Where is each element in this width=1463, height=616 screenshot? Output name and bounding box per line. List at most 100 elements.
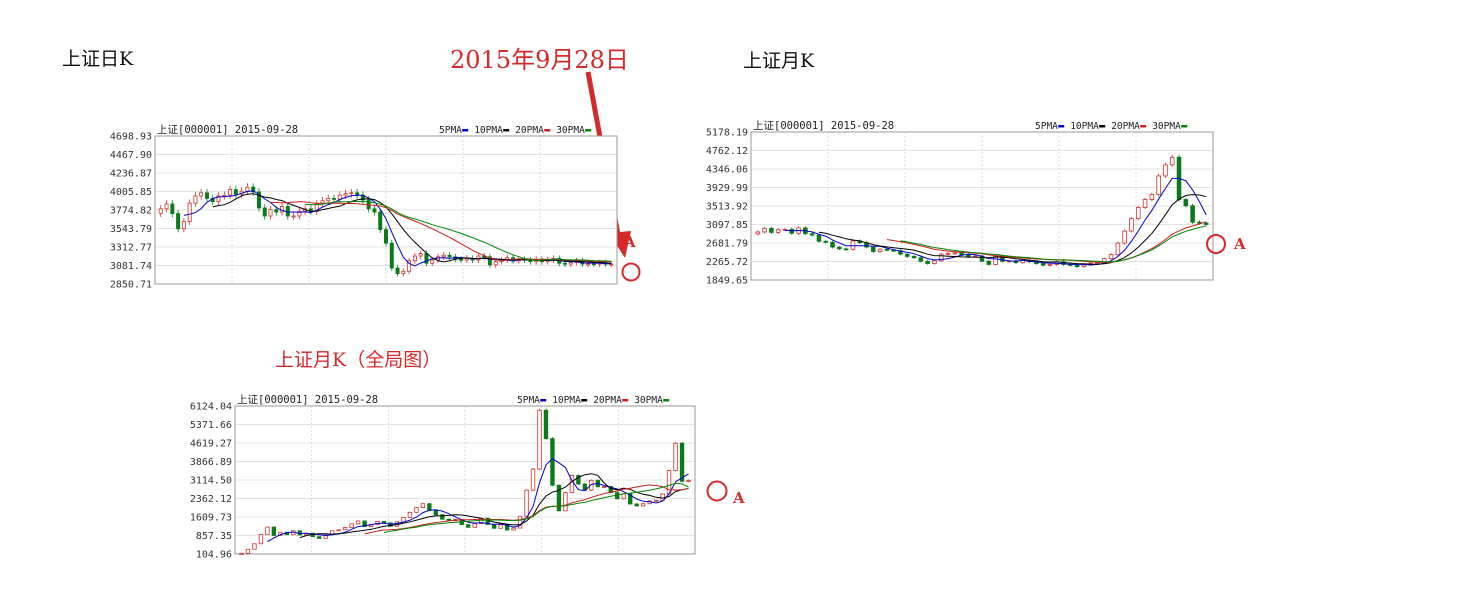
candle-body xyxy=(487,256,492,266)
candle-body xyxy=(653,499,659,502)
candle-body xyxy=(952,252,958,255)
y-tick-label: 3114.50 xyxy=(190,476,232,487)
candle-body xyxy=(589,479,594,491)
marker-a-label: A xyxy=(623,233,636,251)
candle-body xyxy=(634,503,639,507)
y-tick-label: 5178.19 xyxy=(706,128,748,139)
candle-body xyxy=(524,489,529,517)
legend-swatch xyxy=(581,399,588,402)
y-tick-label: 2362.12 xyxy=(190,494,232,505)
candle-body xyxy=(362,520,367,527)
legend-label: 5PMA xyxy=(517,395,540,406)
candle-body xyxy=(586,263,591,266)
legend-label: 10PMA xyxy=(474,125,503,136)
legend-swatch xyxy=(540,399,547,402)
marker-a-daily: A xyxy=(621,233,641,282)
candle-body xyxy=(493,261,498,266)
date-annotation: 2015年9月28日 xyxy=(450,46,629,74)
ma-line-5 xyxy=(784,177,1207,266)
candle-body xyxy=(447,254,452,258)
candle-body xyxy=(420,503,426,509)
candle-body xyxy=(158,208,163,214)
candle-body xyxy=(384,229,388,244)
candle-body xyxy=(466,524,471,528)
candle-body xyxy=(1197,221,1202,224)
legend-label: 30PMA xyxy=(556,125,585,136)
candle-body xyxy=(517,515,523,529)
candle-body xyxy=(336,529,341,532)
y-tick-label: 4005.85 xyxy=(110,187,152,198)
candle-body xyxy=(938,253,944,262)
candle-body xyxy=(323,534,328,539)
candle-body xyxy=(252,543,257,550)
candle-body xyxy=(401,270,406,275)
candle-body xyxy=(427,503,432,511)
candle-body xyxy=(911,256,917,259)
candle-body xyxy=(1074,264,1080,268)
monthly-chart-title: 上证月K xyxy=(743,50,815,72)
y-tick-label: 3312.77 xyxy=(110,243,152,254)
candle-body xyxy=(1203,222,1209,225)
candle-body xyxy=(233,189,238,195)
ma-line-10 xyxy=(299,473,689,539)
chart-title: 上证[000001] 2015-09-28 xyxy=(237,394,378,406)
candle-body xyxy=(1047,264,1053,266)
legend-swatch xyxy=(1140,125,1147,128)
candle-body xyxy=(628,493,633,505)
legend-swatch xyxy=(503,129,510,132)
y-tick-label: 2681.79 xyxy=(706,239,748,250)
y-tick-label: 2265.72 xyxy=(706,257,748,268)
ma-line-30 xyxy=(305,200,612,262)
y-tick-label: 104.96 xyxy=(196,550,232,561)
candle-body xyxy=(679,442,685,482)
y-tick-label: 4698.93 xyxy=(110,132,152,143)
candle-body xyxy=(1142,199,1148,208)
candle-body xyxy=(673,442,678,471)
y-tick-label: 3774.82 xyxy=(110,206,152,217)
candle-body xyxy=(850,240,856,250)
y-tick-label: 3929.99 xyxy=(706,183,748,194)
candle-body xyxy=(1183,199,1189,207)
y-tick-label: 3081.74 xyxy=(110,261,152,272)
ma-line-20 xyxy=(364,484,689,535)
y-tick-label: 3097.85 xyxy=(706,220,748,231)
legend-label: 20PMA xyxy=(515,125,544,136)
chart-title: 上证[000001] 2015-09-28 xyxy=(753,120,894,132)
y-tick-label: 4236.87 xyxy=(110,169,152,180)
y-tick-label: 1609.73 xyxy=(190,513,232,524)
chart-daily-k: 4698.93 4467.90 4236.87 4005.85 3774.82 3543.… xyxy=(100,120,640,291)
candle-body xyxy=(181,221,186,230)
candle-body xyxy=(433,509,439,516)
candle-body xyxy=(775,229,781,233)
marker-circle xyxy=(1206,234,1226,254)
candle-body xyxy=(245,186,250,192)
legend-swatch xyxy=(1099,125,1106,128)
y-tick-label: 4619.27 xyxy=(190,439,232,450)
y-tick-label: 6124.04 xyxy=(190,402,232,413)
candle-body xyxy=(271,526,277,536)
candle-body xyxy=(843,248,849,251)
chart-title: 上证[000001] 2015-09-28 xyxy=(157,124,298,136)
candle-body xyxy=(441,254,446,258)
candle-body xyxy=(414,507,419,513)
candle-body xyxy=(640,503,646,507)
candle-body xyxy=(1156,175,1161,196)
candle-body xyxy=(762,228,767,233)
legend-swatch xyxy=(544,129,551,132)
candle-body xyxy=(918,257,924,262)
candle-body xyxy=(251,186,256,193)
candle-body xyxy=(904,253,910,257)
candle-body xyxy=(898,250,903,255)
candle-body xyxy=(993,256,998,265)
y-tick-label: 1849.65 xyxy=(706,276,748,287)
candle-body xyxy=(1095,262,1100,265)
candle-body xyxy=(986,260,992,265)
candle-body xyxy=(204,192,209,199)
candle-body xyxy=(1135,207,1141,220)
candle-body xyxy=(959,252,964,256)
candle-body xyxy=(602,486,607,488)
y-tick-label: 4467.90 xyxy=(110,150,152,161)
y-tick-label: 3543.79 xyxy=(110,224,152,235)
candle-body xyxy=(440,514,445,520)
candle-body xyxy=(332,197,337,200)
